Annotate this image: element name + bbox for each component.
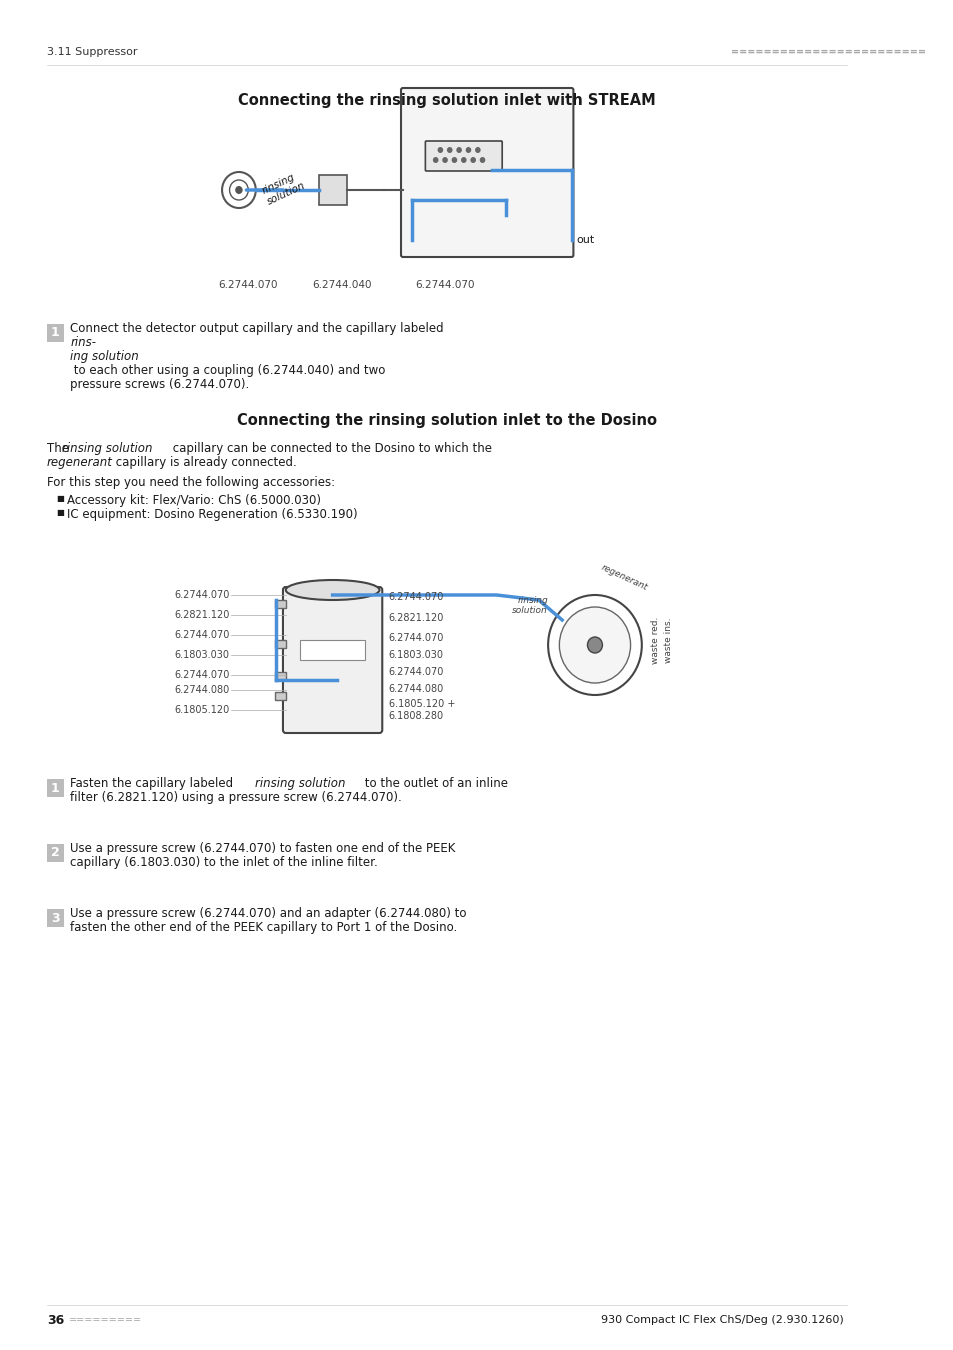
FancyBboxPatch shape — [47, 324, 64, 342]
Text: 930 Compact IC Flex ChS/Deg (2.930.1260): 930 Compact IC Flex ChS/Deg (2.930.1260) — [599, 1315, 842, 1324]
Text: rinsing
solution: rinsing solution — [260, 170, 307, 207]
Text: Accessory kit: Flex/Vario: ChS (6.5000.030): Accessory kit: Flex/Vario: ChS (6.5000.0… — [68, 494, 321, 508]
Text: to each other using a coupling (6.2744.040) and two: to each other using a coupling (6.2744.0… — [71, 364, 385, 377]
Text: 6.2744.070: 6.2744.070 — [389, 593, 444, 602]
Text: 6.2744.070: 6.2744.070 — [389, 633, 444, 643]
Text: rins-: rins- — [71, 336, 96, 350]
Text: ■: ■ — [56, 494, 64, 504]
Text: fasten the other end of the PEEK capillary to Port 1 of the Dosino.: fasten the other end of the PEEK capilla… — [71, 921, 457, 934]
Text: 6.2821.120: 6.2821.120 — [174, 610, 230, 620]
Text: 1: 1 — [51, 327, 60, 339]
Text: 1: 1 — [51, 782, 60, 795]
Text: 36: 36 — [47, 1314, 64, 1327]
FancyBboxPatch shape — [274, 693, 286, 701]
Text: 6.1803.030: 6.1803.030 — [174, 649, 230, 660]
Text: to the outlet of an inline: to the outlet of an inline — [360, 778, 507, 790]
Text: Fasten the capillary labeled: Fasten the capillary labeled — [71, 778, 237, 790]
Text: 6.2744.070: 6.2744.070 — [218, 279, 277, 290]
Text: Connect the detector output capillary and the capillary labeled: Connect the detector output capillary an… — [71, 323, 447, 335]
FancyBboxPatch shape — [400, 88, 573, 256]
Circle shape — [235, 186, 242, 194]
Text: waste ins.: waste ins. — [664, 617, 673, 663]
Text: =========: ========= — [70, 1315, 142, 1324]
Text: 3: 3 — [51, 911, 59, 925]
Text: The: The — [47, 441, 72, 455]
Circle shape — [437, 147, 443, 153]
Text: For this step you need the following accessories:: For this step you need the following acc… — [47, 477, 335, 489]
Text: 6.2744.080: 6.2744.080 — [389, 684, 443, 694]
FancyBboxPatch shape — [47, 844, 64, 863]
FancyBboxPatch shape — [274, 640, 286, 648]
Circle shape — [470, 157, 476, 163]
Text: 6.2744.070: 6.2744.070 — [415, 279, 475, 290]
Circle shape — [446, 147, 452, 153]
Circle shape — [442, 157, 447, 163]
Text: 6.2744.070: 6.2744.070 — [174, 670, 230, 680]
FancyBboxPatch shape — [299, 640, 365, 660]
Circle shape — [456, 147, 461, 153]
Ellipse shape — [286, 580, 379, 599]
Circle shape — [558, 608, 630, 683]
Text: regenerant: regenerant — [47, 456, 112, 468]
Text: Connecting the rinsing solution inlet with STREAM: Connecting the rinsing solution inlet wi… — [238, 93, 655, 108]
Text: capillary is already connected.: capillary is already connected. — [112, 456, 297, 468]
Text: ■: ■ — [56, 508, 64, 517]
Text: pressure screws (6.2744.070).: pressure screws (6.2744.070). — [71, 378, 250, 392]
FancyBboxPatch shape — [318, 176, 346, 205]
Text: 6.1805.120 +
6.1808.280: 6.1805.120 + 6.1808.280 — [389, 699, 455, 721]
Text: out: out — [576, 235, 594, 244]
Text: rinsing
solution: rinsing solution — [512, 595, 548, 616]
Text: rinsing solution: rinsing solution — [254, 778, 345, 790]
Text: ing solution: ing solution — [71, 350, 139, 363]
Text: ========================: ======================== — [730, 47, 924, 57]
Text: 6.2744.070: 6.2744.070 — [174, 630, 230, 640]
Text: capillary (6.1803.030) to the inlet of the inline filter.: capillary (6.1803.030) to the inlet of t… — [71, 856, 377, 869]
FancyBboxPatch shape — [47, 909, 64, 927]
Text: Use a pressure screw (6.2744.070) and an adapter (6.2744.080) to: Use a pressure screw (6.2744.070) and an… — [71, 907, 466, 919]
Text: rinsing solution: rinsing solution — [62, 441, 152, 455]
Text: capillary can be connected to the Dosino to which the: capillary can be connected to the Dosino… — [169, 441, 491, 455]
FancyBboxPatch shape — [274, 599, 286, 608]
Circle shape — [479, 157, 485, 163]
Circle shape — [460, 157, 466, 163]
FancyBboxPatch shape — [425, 140, 501, 171]
FancyBboxPatch shape — [283, 587, 382, 733]
Text: Use a pressure screw (6.2744.070) to fasten one end of the PEEK: Use a pressure screw (6.2744.070) to fas… — [71, 842, 456, 855]
Text: 6.2744.040: 6.2744.040 — [312, 279, 372, 290]
Text: 6.2744.080: 6.2744.080 — [174, 684, 230, 695]
Text: 6.2744.070: 6.2744.070 — [174, 590, 230, 599]
FancyBboxPatch shape — [274, 672, 286, 680]
Circle shape — [465, 147, 471, 153]
Circle shape — [475, 147, 480, 153]
Text: 6.2744.070: 6.2744.070 — [389, 667, 444, 676]
Text: filter (6.2821.120) using a pressure screw (6.2744.070).: filter (6.2821.120) using a pressure scr… — [71, 791, 401, 805]
Text: regenerant: regenerant — [599, 563, 648, 593]
Text: Connecting the rinsing solution inlet to the Dosino: Connecting the rinsing solution inlet to… — [236, 413, 657, 428]
Circle shape — [587, 637, 602, 653]
Text: 6.1805.120: 6.1805.120 — [174, 705, 230, 716]
Text: 6.1803.030: 6.1803.030 — [389, 649, 443, 660]
Text: 6.2821.120: 6.2821.120 — [389, 613, 444, 622]
Text: 3.11 Suppressor: 3.11 Suppressor — [47, 47, 137, 57]
Text: waste red.: waste red. — [651, 617, 659, 664]
Circle shape — [451, 157, 456, 163]
Text: 2: 2 — [51, 846, 60, 860]
FancyBboxPatch shape — [47, 779, 64, 796]
Circle shape — [433, 157, 438, 163]
Text: IC equipment: Dosino Regeneration (6.5330.190): IC equipment: Dosino Regeneration (6.533… — [68, 508, 357, 521]
